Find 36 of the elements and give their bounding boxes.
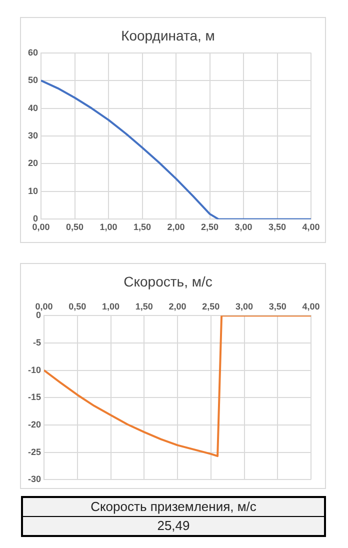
x-tick-label: 2,50 [200, 222, 219, 232]
y-tick-label: -10 [28, 364, 42, 375]
x-tick-label: 4,00 [302, 222, 320, 232]
y-tick-label: 20 [28, 158, 38, 168]
x-tick-label: 0,50 [66, 222, 84, 232]
x-tick-label: 3,50 [268, 222, 286, 232]
y-tick-label: 0 [32, 214, 38, 224]
chart-title: Скорость, м/с [124, 273, 212, 290]
x-tick-label: 2,00 [167, 222, 185, 232]
x-tick-label: 2,00 [168, 302, 186, 312]
text: 25,49 [23, 516, 324, 535]
x-tick-label: 3,00 [234, 222, 252, 232]
text: Скорость приземления, м/с [23, 498, 324, 516]
y-tick-label: 40 [28, 102, 38, 113]
x-tick-label: 1,50 [135, 302, 153, 312]
x-tick-label: 1,00 [102, 302, 120, 312]
y-tick-label: 0 [36, 310, 42, 320]
y-tick-label: -30 [28, 474, 42, 484]
x-tick-label: 4,00 [302, 302, 320, 312]
x-tick-label: 2,50 [202, 302, 220, 312]
y-tick-label: 60 [28, 47, 38, 58]
chart-title: Координата, м [121, 27, 215, 44]
x-tick-label: 3,00 [235, 302, 254, 312]
x-tick-label: 0,00 [35, 302, 53, 312]
x-tick-label: 1,50 [133, 222, 152, 232]
y-tick-label: -5 [32, 337, 42, 348]
y-tick-label: 30 [28, 130, 38, 140]
x-tick-label: 1,00 [100, 222, 118, 232]
y-tick-label: 50 [28, 75, 38, 86]
y-tick-label: -25 [28, 446, 42, 457]
x-tick-label: 0,00 [32, 222, 50, 232]
y-tick-label: -20 [28, 419, 42, 430]
x-tick-label: 0,50 [68, 302, 86, 312]
x-tick-label: 3,50 [268, 302, 286, 312]
y-tick-label: -15 [28, 392, 42, 402]
y-tick-label: 10 [28, 186, 38, 196]
